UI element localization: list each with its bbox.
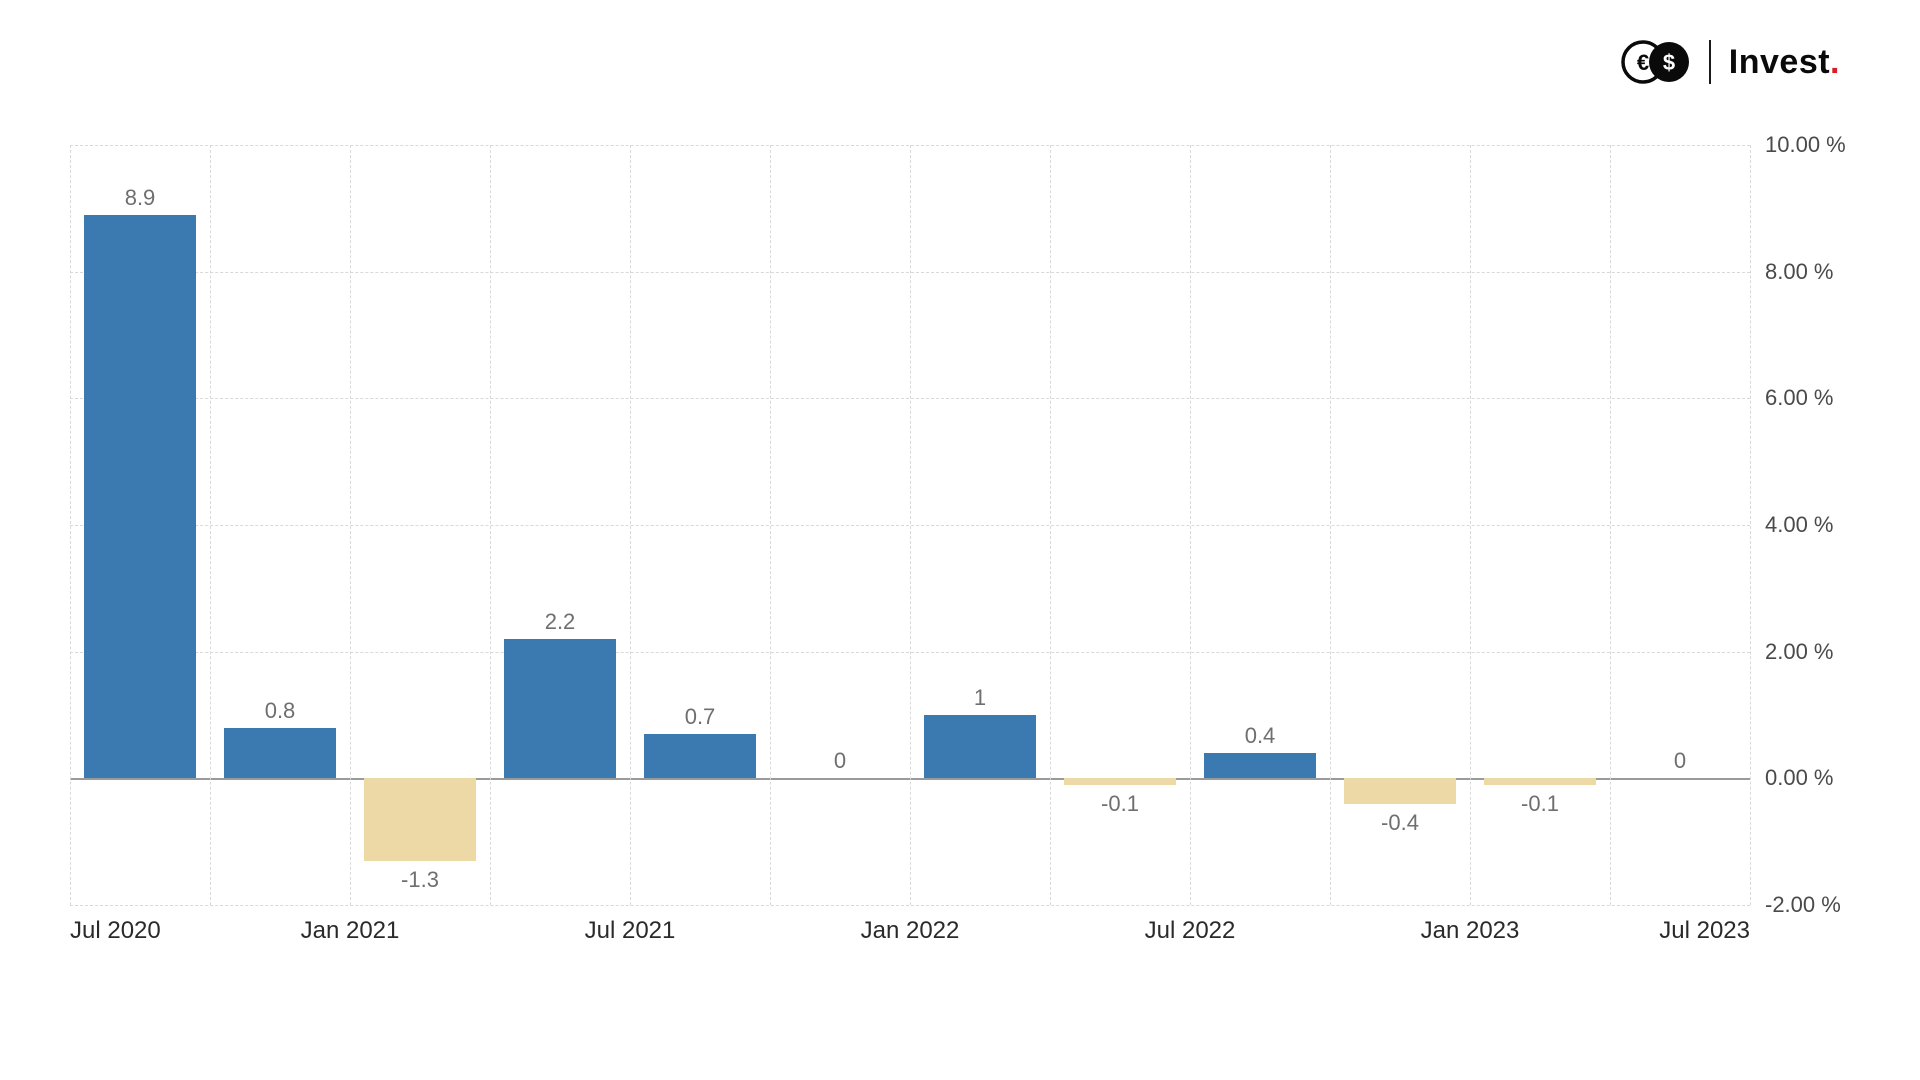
- gridline-v: [630, 145, 631, 905]
- bar: [644, 734, 756, 778]
- gridline-v: [350, 145, 351, 905]
- gridline-v: [1750, 145, 1751, 905]
- brand-logo: € $ Invest.: [1621, 40, 1840, 84]
- bar: [1484, 778, 1596, 784]
- gridline-h: [70, 905, 1750, 906]
- svg-text:€: €: [1637, 50, 1649, 75]
- gridline-v: [1470, 145, 1471, 905]
- brand-dot: .: [1830, 43, 1840, 81]
- bar: [924, 715, 1036, 778]
- gridline-v: [1330, 145, 1331, 905]
- y-tick-label: 4.00 %: [1765, 512, 1834, 538]
- gridline-v: [490, 145, 491, 905]
- bar-value-label: 0.8: [220, 698, 340, 724]
- bar: [504, 639, 616, 778]
- y-tick-label: 10.00 %: [1765, 132, 1846, 158]
- y-tick-label: -2.00 %: [1765, 892, 1841, 918]
- bar-value-label: -0.1: [1060, 791, 1180, 817]
- page: € $ Invest. -2.00 % 0.00 % 2.00 % 4.00 % 6.0…: [0, 0, 1920, 1080]
- bar: [84, 215, 196, 779]
- bar-value-label: 8.9: [80, 185, 200, 211]
- bar-value-label: -1.3: [360, 867, 480, 893]
- currency-coins-icon: € $: [1621, 40, 1691, 84]
- bar-value-label: -0.1: [1480, 791, 1600, 817]
- bar-value-label: 0: [780, 748, 900, 774]
- y-tick-label: 2.00 %: [1765, 639, 1834, 665]
- bar-value-label: -0.4: [1340, 810, 1460, 836]
- bar-value-label: 1: [920, 685, 1040, 711]
- bar-value-label: 2.2: [500, 609, 620, 635]
- gridline-v: [1050, 145, 1051, 905]
- brand-word: Invest: [1729, 43, 1830, 81]
- bar: [1204, 753, 1316, 778]
- gridline-v: [1610, 145, 1611, 905]
- x-tick-label: Jan 2023: [1421, 917, 1520, 945]
- x-tick-label: Jul 2020: [70, 917, 161, 945]
- x-tick-label: Jul 2021: [585, 917, 676, 945]
- bar: [224, 728, 336, 779]
- bar-chart: -2.00 % 0.00 % 2.00 % 4.00 % 6.00 % 8.00 % 1 0.…: [70, 145, 1850, 965]
- x-tick-label: Jan 2021: [301, 917, 400, 945]
- bar-value-label: 0: [1620, 748, 1740, 774]
- x-tick-label: Jul 2023: [1659, 917, 1750, 945]
- gridline-v: [210, 145, 211, 905]
- gridline-v: [1190, 145, 1191, 905]
- x-tick-label: Jul 2022: [1145, 917, 1236, 945]
- bar: [364, 778, 476, 860]
- logo-divider: [1709, 40, 1711, 84]
- plot-area: -2.00 %0.00 %2.00 %4.00 %6.00 %8.00 %10.…: [70, 145, 1750, 905]
- bar-value-label: 0.7: [640, 704, 760, 730]
- y-tick-label: 8.00 %: [1765, 259, 1834, 285]
- y-tick-label: 0.00 %: [1765, 765, 1834, 791]
- svg-text:$: $: [1663, 50, 1675, 75]
- bar-value-label: 0.4: [1200, 723, 1320, 749]
- gridline-v: [910, 145, 911, 905]
- bar: [1064, 778, 1176, 784]
- y-tick-label: 6.00 %: [1765, 385, 1834, 411]
- gridline-v: [70, 145, 71, 905]
- brand-text: Invest.: [1729, 43, 1840, 82]
- gridline-v: [770, 145, 771, 905]
- bar: [1344, 778, 1456, 803]
- x-tick-label: Jan 2022: [861, 917, 960, 945]
